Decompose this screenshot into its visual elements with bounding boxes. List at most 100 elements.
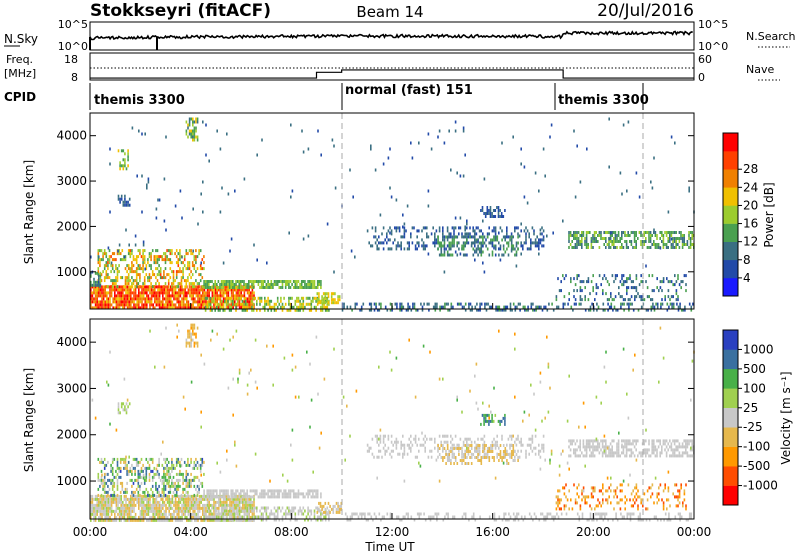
range-gate-cell — [407, 512, 409, 516]
range-gate-cell — [474, 440, 476, 444]
range-gate-cell — [626, 289, 628, 293]
range-gate-cell — [171, 282, 173, 286]
range-gate-cell — [477, 244, 479, 248]
range-gate-cell — [182, 300, 185, 304]
range-gate-cell — [206, 300, 209, 304]
range-gate-cell — [232, 489, 234, 493]
range-gate-cell — [162, 512, 164, 516]
range-gate-cell — [552, 308, 555, 312]
range-gate-cell — [103, 252, 106, 256]
range-gate-cell — [113, 475, 116, 479]
range-gate-cell — [440, 247, 443, 251]
range-gate-cell — [102, 478, 104, 482]
range-gate-cell — [248, 300, 250, 304]
range-gate-cell — [125, 167, 128, 171]
range-gate-cell — [119, 164, 121, 168]
range-gate-cell — [179, 469, 181, 473]
range-gate-cell — [190, 297, 193, 301]
range-gate-cell — [530, 515, 533, 519]
range-gate-cell — [642, 298, 644, 302]
range-gate-cell — [213, 303, 215, 307]
range-gate-cell — [195, 261, 197, 265]
range-gate-cell — [221, 288, 223, 292]
range-gate-cell — [146, 294, 148, 298]
range-gate-cell — [480, 302, 483, 306]
range-gate-cell — [120, 506, 122, 510]
range-gate-cell — [206, 489, 208, 493]
range-gate-cell — [424, 440, 426, 444]
range-gate-cell — [482, 443, 484, 447]
range-gate-cell — [128, 197, 131, 201]
range-gate-cell — [478, 452, 481, 456]
range-gate-cell — [243, 509, 245, 513]
range-gate-cell — [166, 515, 169, 519]
range-gate-cell — [206, 286, 208, 289]
range-gate-cell — [167, 282, 170, 286]
range-gate-cell — [397, 244, 399, 248]
range-gate-cell — [176, 306, 178, 310]
range-gate-cell — [387, 156, 390, 160]
range-gate-cell — [203, 261, 205, 265]
range-gate-cell — [148, 472, 151, 476]
range-gate-cell — [333, 270, 335, 274]
range-gate-cell — [608, 237, 610, 241]
range-gate-cell — [654, 234, 657, 237]
range-gate-cell — [111, 466, 114, 470]
range-gate-cell — [289, 280, 292, 283]
range-gate-cell — [232, 302, 234, 306]
range-gate-cell — [544, 305, 547, 309]
range-gate-cell — [650, 180, 652, 184]
range-gate-cell — [390, 434, 393, 438]
range-gate-cell — [205, 503, 207, 507]
range-gate-cell — [164, 487, 167, 491]
range-tick-label: 4000 — [56, 129, 87, 143]
range-gate-cell — [212, 286, 215, 289]
range-gate-cell — [664, 243, 666, 246]
range-gate-cell — [249, 280, 252, 283]
range-gate-cell — [251, 294, 254, 298]
range-gate-cell — [187, 463, 189, 467]
range-gate-cell — [169, 276, 172, 280]
range-gate-cell — [167, 258, 170, 262]
range-gate-cell — [480, 244, 483, 248]
range-gate-cell — [222, 503, 225, 507]
range-gate-cell — [275, 495, 277, 499]
range-gate-cell — [151, 249, 154, 253]
range-gate-cell — [248, 288, 250, 292]
range-gate-cell — [458, 247, 460, 251]
range-gate-cell — [581, 237, 583, 240]
range-gate-cell — [187, 252, 189, 256]
range-gate-cell — [436, 302, 438, 306]
range-gate-cell — [122, 203, 125, 207]
range-gate-cell — [486, 247, 489, 251]
range-gate-cell — [281, 492, 284, 496]
range-gate-cell — [267, 280, 269, 283]
range-gate-cell — [286, 283, 289, 286]
range-gate-cell — [522, 244, 524, 248]
range-gate-cell — [574, 246, 577, 249]
range-gate-cell — [248, 497, 250, 501]
range-gate-cell — [148, 493, 151, 497]
range-gate-cell — [125, 203, 128, 207]
range-gate-cell — [199, 466, 202, 470]
range-gate-cell — [672, 283, 674, 287]
range-gate-cell — [320, 512, 322, 516]
range-gate-cell — [338, 504, 341, 508]
range-gate-cell — [248, 494, 250, 498]
range-gate-cell — [211, 515, 213, 519]
range-gate-cell — [488, 253, 491, 257]
range-gate-cell — [252, 308, 255, 312]
range-gate-cell — [324, 512, 327, 516]
range-gate-cell — [665, 234, 668, 237]
range-gate-cell — [464, 308, 467, 312]
range-gate-cell — [581, 246, 583, 249]
range-gate-cell — [173, 297, 175, 301]
range-gate-cell — [179, 285, 182, 289]
range-gate-cell — [648, 234, 650, 237]
range-gate-cell — [507, 241, 510, 245]
range-gate-cell — [445, 512, 448, 516]
range-gate-cell — [126, 282, 128, 286]
range-gate-cell — [510, 241, 513, 245]
range-gate-cell — [177, 264, 180, 268]
range-gate-cell — [376, 455, 378, 459]
